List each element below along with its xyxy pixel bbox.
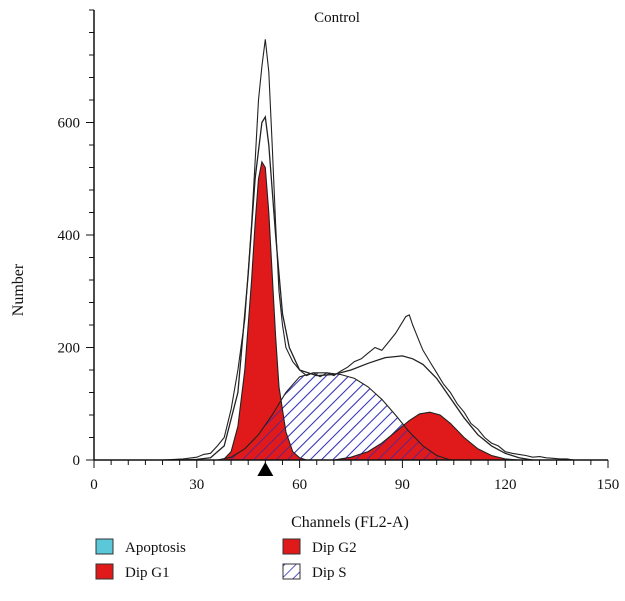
x-axis-title: Channels (FL2-A) — [291, 514, 409, 531]
line-dip-g1 — [223, 160, 307, 461]
chart-title: Control — [314, 10, 360, 26]
legend-label-dip-s: Dip S — [312, 565, 347, 581]
series-layer — [162, 39, 574, 461]
x-tick-label: 60 — [292, 477, 307, 493]
y-tick-label: 200 — [58, 341, 81, 357]
line-dip-s — [217, 372, 451, 461]
x-tick-label: 120 — [494, 477, 517, 493]
x-tick-label: 150 — [597, 477, 620, 493]
area-dip-g1 — [224, 161, 307, 460]
legend-swatch-apoptosis — [95, 538, 114, 555]
y-tick-label: 400 — [58, 228, 81, 244]
legend-swatch-dip-s — [282, 563, 301, 580]
legend-swatch-dip-g2 — [282, 538, 301, 555]
legend: Apoptosis Dip G2 Dip G1 Dip S — [95, 538, 357, 581]
axes-layer: 0 30 60 90 120 150 0 200 400 600 — [58, 9, 620, 493]
line-dip-g2 — [333, 411, 519, 461]
area-dip-s-overlay — [217, 372, 451, 460]
x-tick-label: 30 — [189, 477, 204, 493]
y-axis-title: Number — [10, 263, 27, 316]
marker-triangle — [257, 462, 274, 476]
legend-label-dip-g2: Dip G2 — [312, 540, 357, 556]
legend-swatch-dip-g1 — [95, 563, 114, 580]
legend-label-dip-g1: Dip G1 — [125, 565, 170, 581]
x-tick-label: 90 — [395, 477, 410, 493]
line-histogram — [162, 39, 574, 461]
legend-label-apoptosis: Apoptosis — [125, 540, 186, 556]
y-tick-label: 0 — [73, 453, 81, 469]
x-tick-label: 0 — [90, 477, 98, 493]
y-tick-label: 600 — [58, 116, 81, 132]
